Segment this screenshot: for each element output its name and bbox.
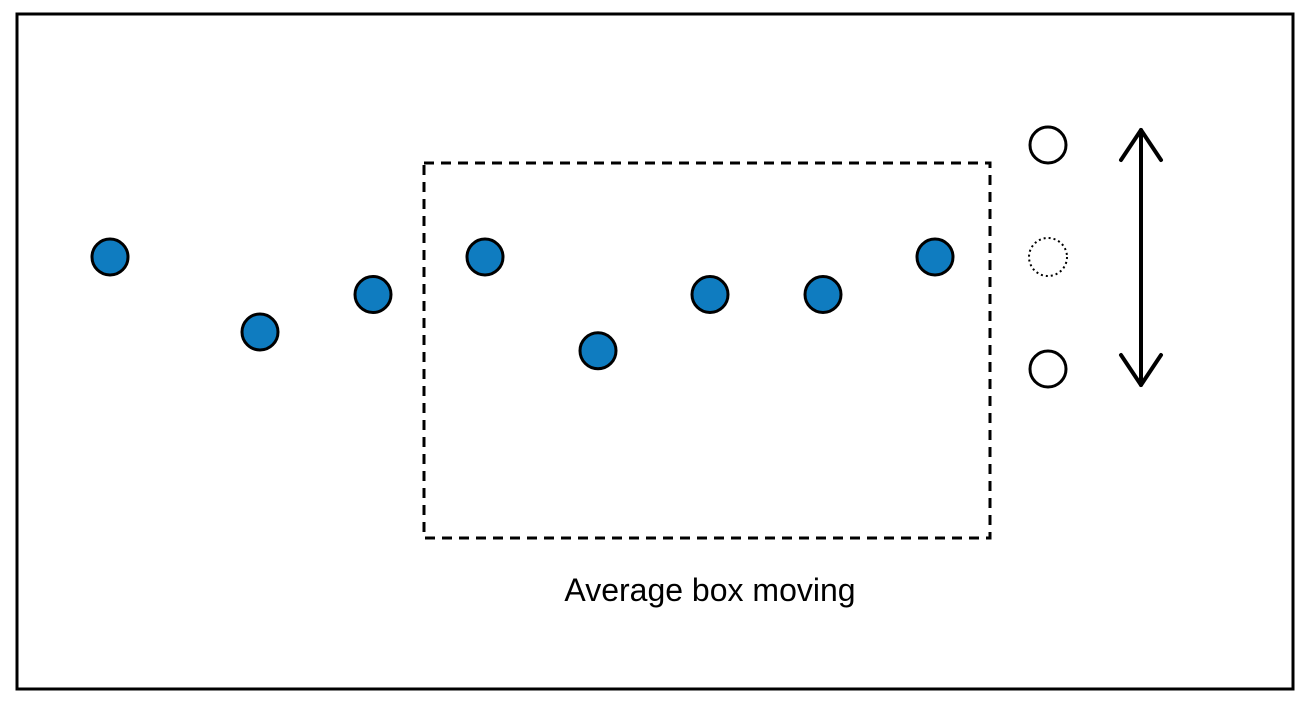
- data-points: [90, 237, 955, 371]
- double-headed-arrow-icon: [1119, 128, 1163, 387]
- average-window-box: [422, 161, 992, 540]
- data-point-4: [465, 237, 505, 277]
- data-point-3: [353, 275, 393, 314]
- predicted-value-circle: [1028, 237, 1068, 277]
- data-point-2: [240, 312, 280, 352]
- data-point-5: [578, 331, 618, 371]
- data-point-6: [690, 275, 730, 314]
- data-point-1: [90, 237, 130, 277]
- diagram-caption: Average box moving: [564, 572, 856, 608]
- outer-border: [15, 12, 1295, 691]
- lower-bound-circle: [1028, 349, 1068, 389]
- upper-bound-circle: [1028, 125, 1068, 165]
- data-point-8: [915, 237, 955, 277]
- data-point-7: [803, 275, 843, 314]
